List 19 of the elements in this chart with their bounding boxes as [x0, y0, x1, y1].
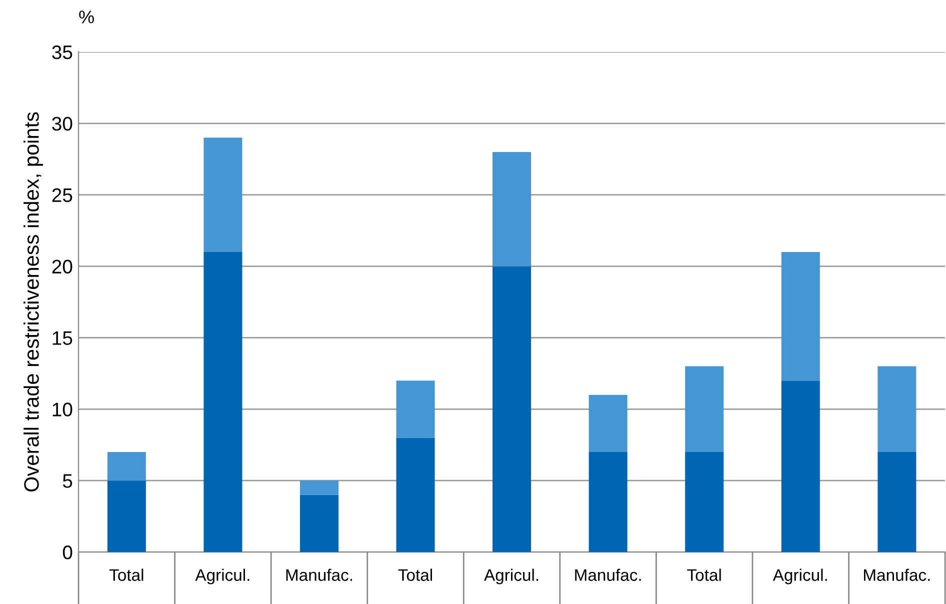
y-tick-label: 10 [52, 402, 72, 416]
y-tick-label: 25 [52, 188, 72, 202]
x-tick-label: Total [687, 568, 721, 581]
x-tick-label: Manufac. [286, 568, 352, 581]
x-tick-label: Agricul. [195, 568, 250, 584]
y-tick-label: 15 [52, 331, 72, 345]
y-tick-label: 30 [52, 116, 72, 131]
x-tick-label: Total [109, 568, 144, 581]
y-tick-label: 35 [52, 45, 72, 60]
y-tick-label: 5 [62, 474, 72, 488]
text: % [79, 10, 94, 24]
x-tick-label: Agricul. [772, 568, 827, 584]
x-tick-label: Manufac. [575, 568, 641, 581]
y-tick-label: 0 [62, 546, 72, 560]
y-axis-title: Overall trade restrictiveness index, points [24, 112, 44, 492]
y-tick-label: 20 [52, 260, 72, 274]
x-tick-label: Manufac. [864, 568, 930, 581]
x-tick-label: Total [398, 568, 432, 581]
x-tick-label: Agricul. [484, 568, 538, 584]
